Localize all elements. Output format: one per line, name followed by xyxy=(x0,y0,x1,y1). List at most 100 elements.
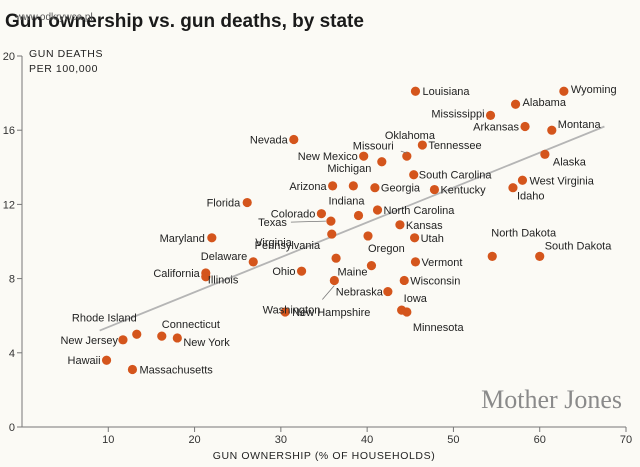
point-label: Idaho xyxy=(517,191,545,203)
point-label: Alabama xyxy=(523,97,567,109)
point-label: Missouri xyxy=(353,141,394,153)
data-point xyxy=(402,307,412,317)
axes: 10 20 30 40 50 60 70 0 4 8 12 16 20 xyxy=(3,51,632,446)
y-tick-label: 12 xyxy=(3,199,15,211)
data-point xyxy=(289,134,299,145)
point-label: Wyoming xyxy=(571,84,617,96)
point-label: Michigan xyxy=(327,163,371,175)
label-leader-line xyxy=(322,285,335,300)
trendline-layer xyxy=(99,125,605,332)
point-label: Arkansas xyxy=(473,121,519,133)
point-label: Maine xyxy=(337,267,367,279)
data-point xyxy=(372,205,383,215)
point-label: Pennsylvania xyxy=(255,240,321,252)
data-point xyxy=(377,157,387,167)
point-label: Indiana xyxy=(328,196,365,208)
y-axis-title-line-2: PER 100,000 xyxy=(29,63,98,75)
data-point xyxy=(118,335,128,345)
point-label: Illinois xyxy=(208,275,239,287)
point-label: Wisconsin xyxy=(410,275,460,287)
point-label: Colorado xyxy=(271,209,316,221)
y-tick-label: 0 xyxy=(9,422,15,434)
data-point xyxy=(559,86,569,96)
data-point xyxy=(363,231,373,241)
x-tick-label: 20 xyxy=(188,434,200,446)
point-label: North Carolina xyxy=(383,205,455,217)
point-label: South Dakota xyxy=(545,240,613,252)
data-point xyxy=(207,233,217,243)
point-label: Florida xyxy=(207,198,242,210)
point-label: Montana xyxy=(558,119,602,131)
point-label: Kansas xyxy=(406,220,443,232)
data-point xyxy=(353,210,364,221)
point-label: Georgia xyxy=(381,183,421,195)
point-label: Louisiana xyxy=(422,86,470,98)
data-point xyxy=(132,329,142,339)
x-tick-label: 40 xyxy=(361,434,373,446)
point-label: Vermont xyxy=(421,257,462,269)
label-leader-line xyxy=(290,220,326,223)
data-point xyxy=(409,170,419,180)
data-point xyxy=(410,257,421,267)
point-label: Alaska xyxy=(553,156,587,168)
point-label: Kentucky xyxy=(440,185,486,197)
data-point xyxy=(329,275,339,286)
data-points xyxy=(101,86,569,375)
y-tick-label: 16 xyxy=(3,125,15,137)
x-tick-label: 30 xyxy=(275,434,287,446)
data-point xyxy=(510,99,521,109)
data-point xyxy=(402,151,412,161)
point-label: Washington xyxy=(263,304,321,316)
data-point xyxy=(517,175,528,185)
point-label: California xyxy=(153,268,200,280)
point-label: Nebraska xyxy=(336,287,384,299)
point-label: Ohio xyxy=(272,266,295,278)
data-point xyxy=(429,184,440,195)
data-point xyxy=(331,253,341,263)
data-point xyxy=(383,286,393,297)
data-point xyxy=(316,209,327,219)
data-point xyxy=(359,151,369,161)
point-label: Rhode Island xyxy=(72,312,137,324)
data-point xyxy=(395,220,405,230)
x-tick-label: 60 xyxy=(534,434,546,446)
point-label: Hawaii xyxy=(68,355,101,367)
y-tick-label: 8 xyxy=(9,274,15,286)
data-point xyxy=(157,331,167,341)
watermark-text: www.odkrywca.pl xyxy=(15,12,93,23)
data-point xyxy=(326,216,336,226)
point-label: Oregon xyxy=(368,243,405,255)
trendline xyxy=(99,125,605,332)
x-tick-label: 70 xyxy=(620,434,632,446)
data-point xyxy=(348,181,358,191)
chart-title: Gun ownership vs. gun deaths, by state xyxy=(5,11,364,32)
point-label: Texas xyxy=(258,217,287,229)
data-point xyxy=(366,261,377,271)
data-point xyxy=(410,86,421,96)
point-label: Connecticut xyxy=(162,319,220,331)
y-tick-label: 20 xyxy=(3,51,15,63)
point-label: Nevada xyxy=(250,134,289,146)
point-label: New York xyxy=(183,337,230,349)
data-point xyxy=(417,140,427,150)
data-point xyxy=(296,266,307,276)
y-axis-title-line-1: GUN DEATHS xyxy=(29,48,103,60)
data-point xyxy=(101,355,112,365)
data-point xyxy=(327,229,337,239)
brand-logo-text: Mother Jones xyxy=(481,385,622,414)
data-point xyxy=(547,125,557,135)
point-label: Massachusetts xyxy=(139,364,213,376)
point-label: West Virginia xyxy=(529,175,594,187)
data-point xyxy=(280,307,290,317)
data-point xyxy=(540,149,550,159)
point-label: Arizona xyxy=(289,181,327,193)
y-tick-label: 4 xyxy=(9,348,15,360)
point-label: New Hampshire xyxy=(292,307,370,319)
point-label: Tennessee xyxy=(428,140,481,152)
data-point xyxy=(370,183,380,193)
data-point xyxy=(487,251,497,261)
point-label: Mississippi xyxy=(431,108,484,120)
point-label: Utah xyxy=(421,233,444,245)
data-point xyxy=(242,197,252,208)
